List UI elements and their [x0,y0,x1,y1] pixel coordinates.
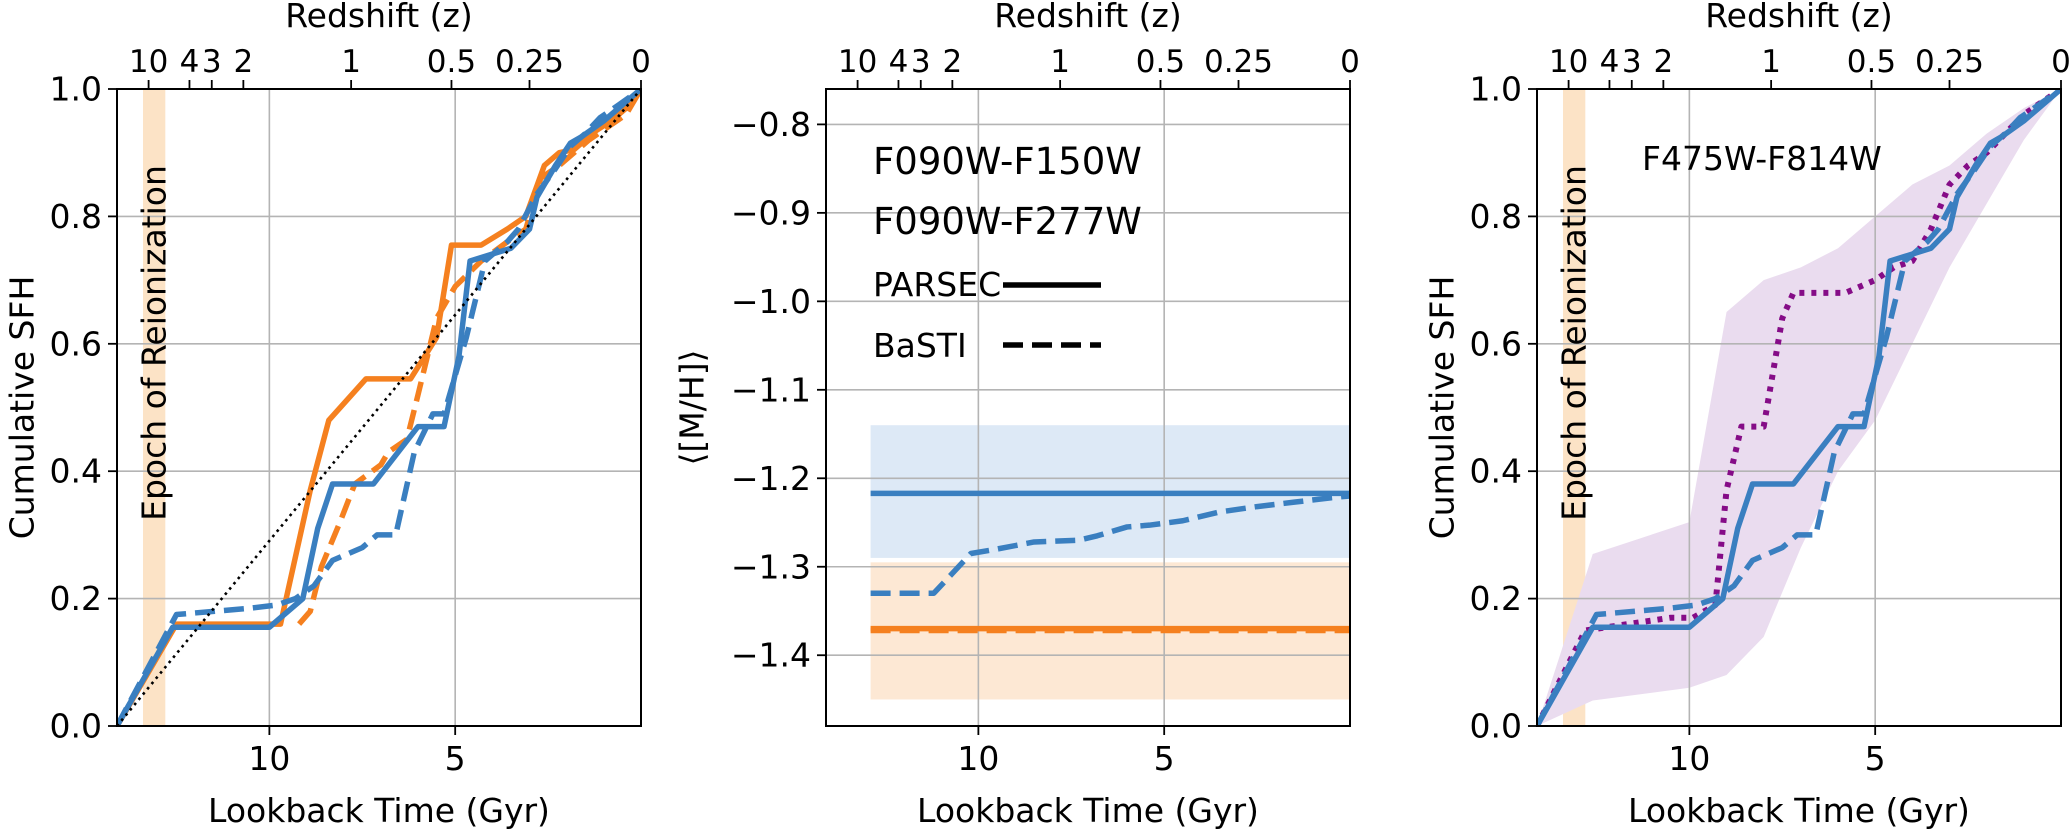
legend-purple-label: F475W-F814W [1642,139,1882,178]
top-tick-label: 3 [1622,44,1642,80]
top-tick-label: 3 [911,44,931,80]
y-tick-label: 0.8 [1470,197,1522,236]
top-tick-label: 0 [1340,44,1360,80]
y-tick-label: −1.4 [731,636,811,675]
top-tick-label: 4 [180,44,200,80]
y-axis-label: Cumulative SFH [3,276,42,540]
y-tick-label: 1.0 [50,70,102,109]
series-5-black-dotted [117,89,641,726]
legend-blue-label: F090W-F150W [873,140,1142,183]
y-tick-label: −1.2 [731,459,811,498]
top-tick-label: 0.25 [1204,44,1273,80]
top-tick-label: 4 [889,44,909,80]
axes-frame [116,88,642,727]
top-tick-label: 4 [1600,44,1620,80]
reionization-label: Epoch of Reionization [1555,165,1594,521]
top-tick-label: 0.5 [1847,44,1896,80]
plot-area [117,89,641,726]
plot-area [826,89,1350,726]
x-tick-label: 5 [1154,739,1175,778]
top-tick-label: 2 [1653,44,1673,80]
reionization-label: Epoch of Reionization [135,165,174,521]
top-tick-label: 1 [1050,44,1070,80]
y-tick-label: −1.1 [731,370,811,409]
x-axis-label: Lookback Time (Gyr) [208,791,550,830]
top-tick-label: 10 [838,44,877,80]
top-tick-label: 2 [233,44,253,80]
y-tick-label: 0.0 [50,707,102,746]
y-tick-label: 0.6 [50,324,102,363]
top-tick-label: 0.25 [495,44,564,80]
x-axis-label: Lookback Time (Gyr) [917,791,1259,830]
uncertainty-band [1537,89,2061,726]
reionization-band [1563,89,1586,726]
y-tick-label: 0.4 [1470,452,1522,491]
panel-2: 10 5 −0.8 −0.9 −1.0 −1.1 −1.2 −1.3 −1.4 10 4 3 2 1 0.5… [673,0,1360,830]
top-tick-label: 0.25 [1915,44,1984,80]
series-2-blue-dashed [870,493,1350,597]
top-tick-label: 3 [202,44,222,80]
y-tick-label: 0.0 [1470,707,1522,746]
y-axis-label: ⟨[M/H]⟩ [673,350,712,466]
top-tick-label: 0 [2051,44,2070,80]
y-tick-label: 1.0 [1470,70,1522,109]
top-axis-label: Redshift (z) [994,0,1182,35]
y-tick-label: −0.9 [731,193,811,232]
y-tick-label: 0.6 [1470,324,1522,363]
series-4-blue-dashed [117,89,641,726]
series-3-blue-dashed [1537,89,2061,726]
x-axis-label: Lookback Time (Gyr) [1628,791,1970,830]
x-tick-label: 10 [1668,739,1710,778]
plot-area [1537,89,2061,726]
axes-frame [825,88,1351,727]
x-tick-label: 5 [445,739,466,778]
top-tick-label: 10 [1549,44,1588,80]
reionization-band [143,89,166,726]
top-tick-label: 0.5 [427,44,476,80]
top-tick-label: 1 [1761,44,1781,80]
x-tick-label: 5 [1865,739,1886,778]
legend-orange-label: F090W-F277W [873,200,1142,243]
y-tick-label: 0.4 [50,452,102,491]
top-tick-label: 0.5 [1136,44,1185,80]
y-tick-label: 0.2 [50,579,102,618]
axes-frame [1536,88,2062,727]
top-tick-label: 2 [942,44,962,80]
x-tick-label: 10 [248,739,290,778]
y-tick-label: −0.8 [731,105,811,144]
top-tick-label: 10 [129,44,168,80]
y-tick-label: −1.3 [731,547,811,586]
legend-basti-label: BaSTI [873,326,967,365]
top-tick-label: 1 [341,44,361,80]
y-axis-label: Cumulative SFH [1423,276,1462,540]
series-2-orange-dashed [297,89,641,626]
legend-parsec-label: PARSEC [873,265,1001,304]
y-tick-label: 0.2 [1470,579,1522,618]
top-axis-label: Redshift (z) [1705,0,1893,35]
y-tick-label: 0.8 [50,197,102,236]
x-tick-label: 10 [957,739,999,778]
y-tick-label: −1.0 [731,282,811,321]
top-axis-label: Redshift (z) [285,0,473,35]
top-tick-label: 0 [631,44,651,80]
